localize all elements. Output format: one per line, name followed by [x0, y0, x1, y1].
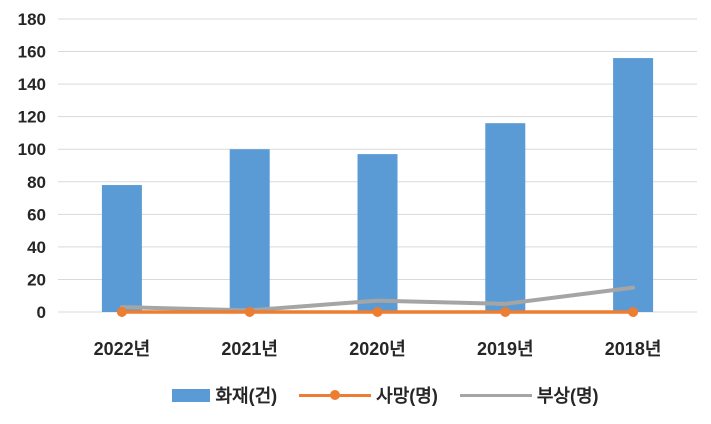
- x-axis-label: 2022년: [94, 339, 151, 359]
- y-axis-tick-label: 100: [18, 140, 46, 159]
- deaths-marker-icon: [628, 307, 639, 317]
- legend-item-deaths: 사망(명): [299, 382, 438, 408]
- y-axis-tick-label: 120: [18, 108, 46, 127]
- y-axis-tick-label: 20: [27, 270, 46, 289]
- injuries-line: [119, 285, 636, 313]
- deaths-marker-icon: [244, 307, 255, 317]
- x-axis-label: 2019년: [477, 339, 534, 359]
- y-axis-tick-label: 0: [37, 303, 46, 322]
- deaths-marker-icon: [116, 307, 127, 317]
- x-axis-label: 2018년: [605, 339, 662, 359]
- legend-item-injuries: 부상(명): [459, 382, 599, 408]
- legend: 화재(건) 사망(명) 부상(명): [60, 380, 711, 410]
- legend-label-deaths: 사망(명): [376, 386, 438, 406]
- injuries-line-swatch: [459, 393, 532, 397]
- legend-label-fires: 화재(건): [215, 386, 278, 406]
- fire-bar: [485, 123, 526, 312]
- legend-label-injuries: 부상(명): [536, 386, 599, 406]
- x-axis-label: 2021년: [221, 339, 278, 359]
- y-axis-tick-label: 160: [18, 43, 46, 62]
- fire-bar: [229, 149, 270, 312]
- y-axis-tick-label: 140: [18, 75, 46, 94]
- deaths-marker-icon: [330, 390, 341, 400]
- legend-item-fires: 화재(건): [172, 382, 277, 408]
- y-axis-tick-label: 80: [27, 173, 46, 192]
- deaths-marker-icon: [372, 307, 383, 317]
- fire-bar: [101, 185, 142, 312]
- fire-bar: [357, 154, 398, 312]
- deaths-marker-icon: [500, 307, 511, 317]
- deaths-series-swatch: [299, 389, 372, 401]
- y-axis-tick-label: 40: [27, 238, 46, 257]
- y-axis-tick-label: 180: [18, 10, 46, 29]
- y-axis-tick-label: 60: [27, 205, 46, 224]
- fire-series-swatch: [172, 388, 211, 402]
- fire-bar: [613, 58, 654, 312]
- x-axis-label: 2020년: [349, 339, 406, 359]
- injuries-series-swatch: [459, 389, 532, 401]
